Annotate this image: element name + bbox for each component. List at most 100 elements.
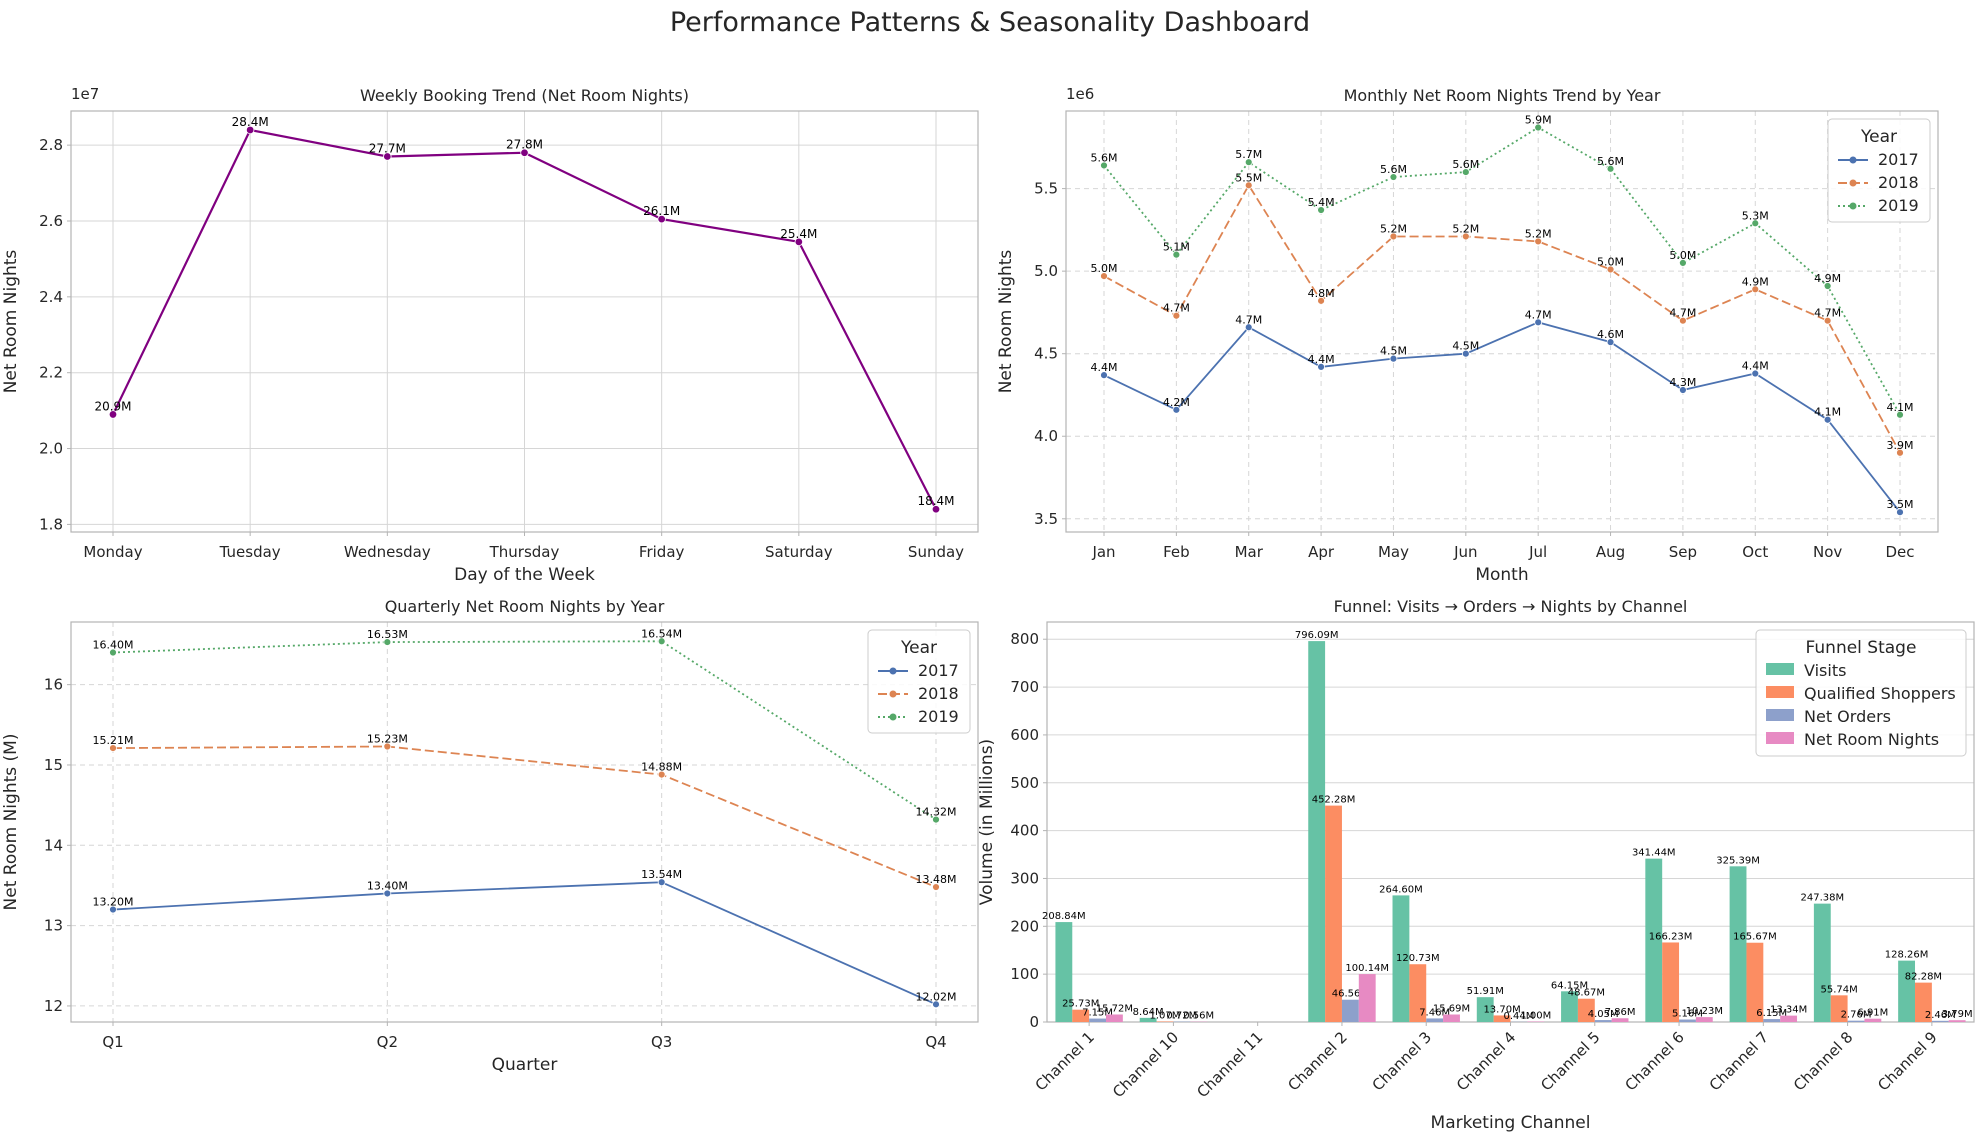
y-tick-label: 200: [1010, 917, 1039, 935]
series-line-2018: [1104, 185, 1900, 452]
legend-label: Qualified Shoppers: [1804, 684, 1956, 703]
legend-title: Funnel Stage: [1806, 638, 1917, 658]
bar-label: 341.44M: [1632, 848, 1676, 859]
legend-label: 2017: [1878, 150, 1919, 169]
x-tick-label: Jan: [1091, 543, 1115, 561]
x-tick-label: Q3: [651, 1033, 672, 1051]
bar-label: 15.72M: [1096, 1003, 1133, 1014]
bar-net-orders: [1679, 1020, 1696, 1022]
data-label: 27.7M: [369, 142, 406, 156]
x-tick-label: Monday: [83, 543, 142, 561]
x-axis-label: Quarter: [492, 1055, 558, 1075]
bar-visits: [1814, 904, 1831, 1022]
bar-label: 55.74M: [1821, 984, 1858, 995]
legend-swatch: [1766, 663, 1794, 675]
bar-label: 51.91M: [1467, 986, 1504, 997]
y-tick-label: 15: [44, 756, 63, 774]
x-tick-label: Channel 2: [1284, 1028, 1350, 1094]
data-label-2019: 5.0M: [1669, 249, 1696, 262]
data-label-2017: 12.02M: [916, 990, 957, 1003]
x-tick-label: Q1: [102, 1033, 123, 1051]
data-label-2018: 15.23M: [367, 732, 408, 745]
legend-marker: [1850, 203, 1857, 210]
series-line-2017: [1104, 322, 1900, 512]
y-tick-label: 5.0: [1034, 262, 1058, 280]
data-label-2018: 5.2M: [1525, 227, 1552, 240]
bar-net-orders: [1595, 1020, 1612, 1022]
bar-visits: [1898, 961, 1915, 1022]
x-tick-label: Channel 4: [1453, 1028, 1519, 1094]
legend-label: 2017: [918, 661, 959, 680]
data-label-2018: 4.7M: [1163, 302, 1190, 315]
legend-label: Net Room Nights: [1804, 730, 1939, 749]
x-tick-label: Sunday: [908, 543, 964, 561]
x-tick-label: Apr: [1308, 543, 1335, 561]
data-label-2019: 5.1M: [1163, 241, 1190, 254]
data-label-2019: 5.6M: [1597, 155, 1624, 168]
bar-net-room-nights: [1864, 1019, 1881, 1022]
x-axis-label: Day of the Week: [454, 565, 595, 585]
legend-marker: [1850, 180, 1857, 187]
y-tick-label: 3.5: [1034, 510, 1058, 528]
x-tick-label: Q4: [925, 1033, 946, 1051]
y-tick-label: 0: [1029, 1013, 1039, 1031]
x-tick-label: Tuesday: [219, 543, 281, 561]
bar-visits: [1308, 641, 1325, 1022]
bar-net-orders: [1848, 1021, 1865, 1022]
data-label-2017: 13.20M: [93, 896, 134, 909]
bar-net-room-nights: [1106, 1014, 1123, 1022]
data-label-2017: 13.54M: [641, 868, 682, 881]
bar-net-orders: [1089, 1019, 1106, 1022]
bar-label: 166.23M: [1649, 931, 1693, 942]
bar-label: 6.91M: [1857, 1008, 1888, 1019]
data-label-2017: 4.5M: [1380, 345, 1407, 358]
bar-net-orders: [1342, 1000, 1359, 1022]
x-tick-label: Channel 10: [1109, 1028, 1182, 1101]
chart-title: Quarterly Net Room Nights by Year: [385, 597, 665, 616]
bar-label: 165.67M: [1733, 932, 1777, 943]
data-label-2018: 15.21M: [93, 734, 134, 747]
y-axis-label: Net Room Nights: [1, 250, 21, 394]
data-label-2017: 4.4M: [1091, 361, 1118, 374]
y-offset-label: 1e6: [1066, 85, 1094, 103]
data-label-2017: 4.2M: [1163, 396, 1190, 409]
data-label: 28.4M: [232, 115, 269, 129]
y-tick-label: 2.4: [39, 288, 63, 306]
data-label-2019: 5.6M: [1452, 158, 1479, 171]
x-tick-label: Channel 9: [1874, 1028, 1940, 1094]
data-label-2018: 3.9M: [1887, 439, 1914, 452]
x-tick-label: Channel 7: [1706, 1028, 1772, 1094]
data-label-2019: 5.6M: [1091, 151, 1118, 164]
data-label-2017: 4.6M: [1597, 328, 1624, 341]
data-label-2017: 4.5M: [1452, 340, 1479, 353]
data-label-2019: 5.6M: [1380, 163, 1407, 176]
data-label-2019: 5.9M: [1525, 114, 1552, 127]
bar-label: 120.73M: [1396, 953, 1440, 964]
bar-label: 82.28M: [1905, 972, 1942, 983]
bar-label: 0.56M: [1183, 1011, 1214, 1022]
x-tick-label: Channel 3: [1369, 1028, 1435, 1094]
bar-net-room-nights: [1612, 1018, 1629, 1022]
bar-visits: [1730, 866, 1747, 1022]
bar-label: 3.79M: [1942, 1009, 1973, 1020]
data-label-2017: 3.5M: [1887, 498, 1914, 511]
data-label-2019: 14.32M: [916, 806, 957, 819]
x-tick-label: Oct: [1742, 543, 1768, 561]
bar-label: 128.26M: [1885, 950, 1929, 961]
legend-label: 2019: [918, 707, 959, 726]
bar-label: 48.67M: [1568, 988, 1605, 999]
x-tick-label: Aug: [1596, 543, 1625, 561]
bar-label: 264.60M: [1379, 884, 1423, 895]
y-axis-label: Net Room Nights: [996, 250, 1016, 394]
series-line-2019: [113, 641, 936, 819]
y-tick-label: 14: [44, 836, 63, 854]
bar-label: 247.38M: [1800, 893, 1844, 904]
y-tick-label: 800: [1010, 630, 1039, 648]
data-label-2018: 5.5M: [1235, 171, 1262, 184]
data-label-2017: 13.40M: [367, 879, 408, 892]
x-axis-label: Marketing Channel: [1431, 1113, 1591, 1133]
y-offset-label: 1e7: [71, 85, 99, 103]
x-tick-label: Mar: [1235, 543, 1264, 561]
